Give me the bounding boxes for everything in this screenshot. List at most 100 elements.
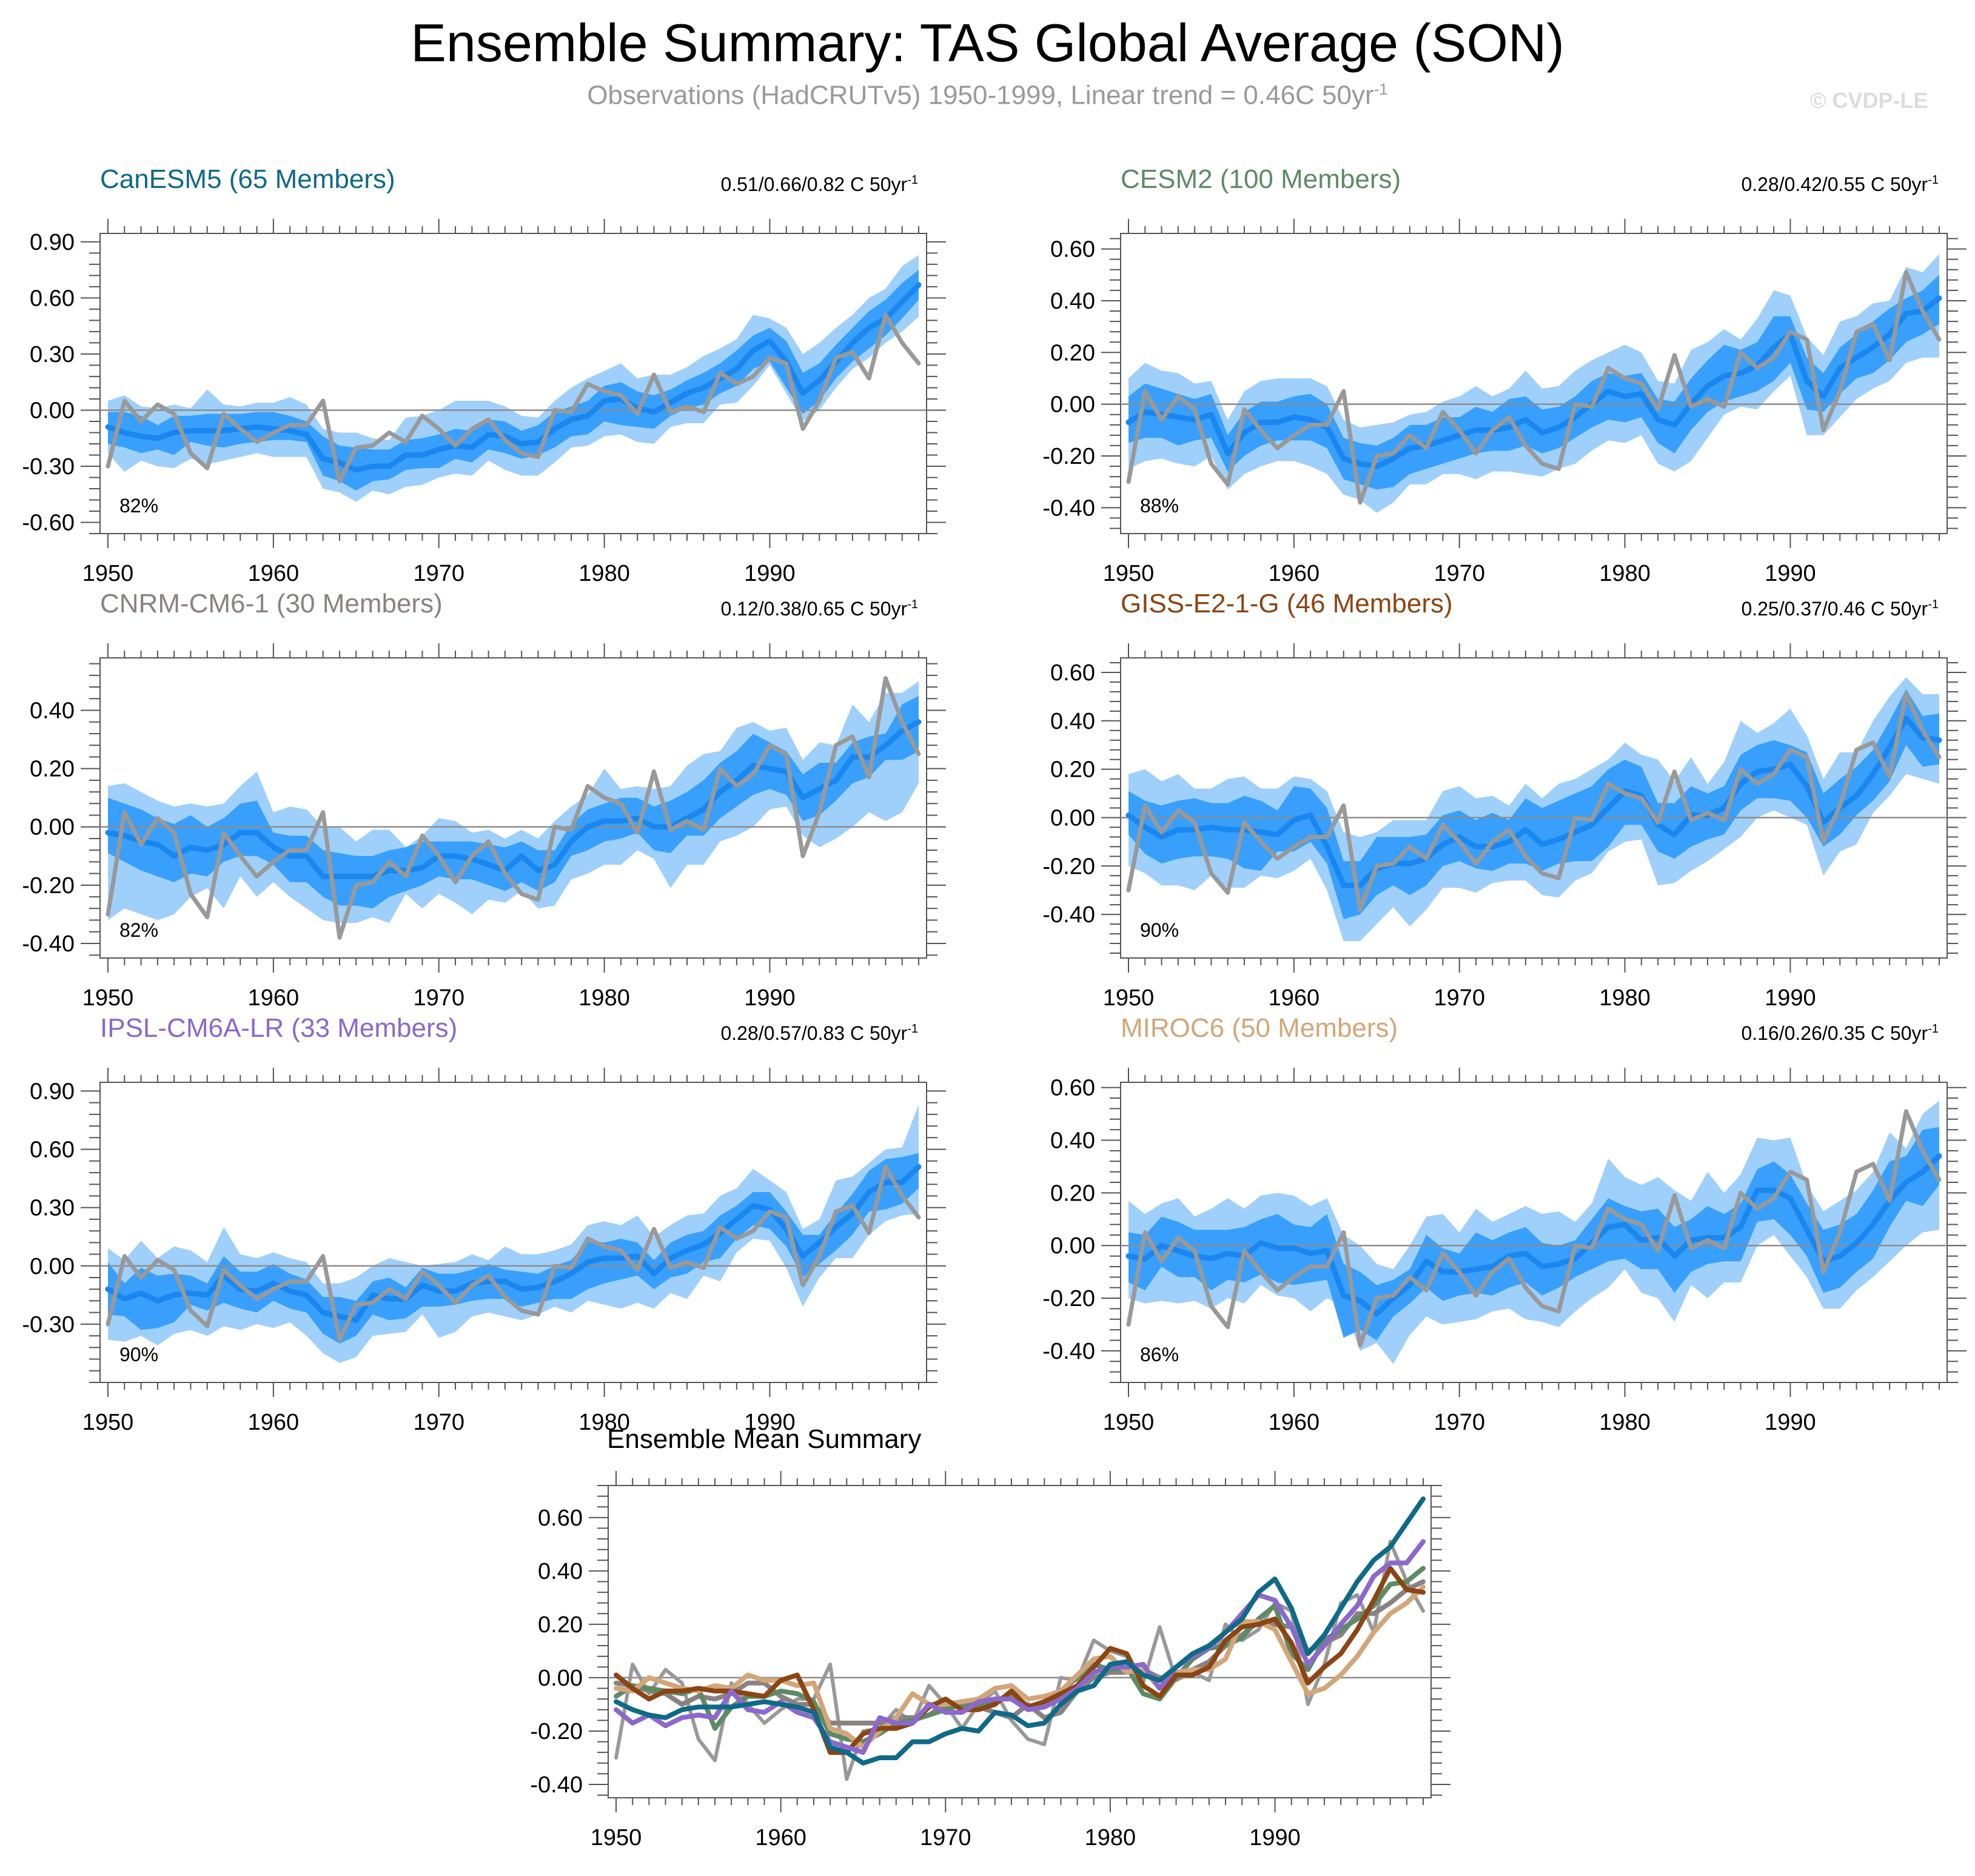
y-tick-label: 0.20 [30, 757, 75, 782]
y-tick-label: 0.00 [30, 398, 75, 423]
y-tick-label: -0.40 [22, 931, 75, 957]
panel-title: Ensemble Mean Summary [607, 1424, 921, 1454]
x-tick-label: 1960 [1269, 561, 1320, 586]
observations-line [106, 312, 921, 484]
x-tick-label: 1970 [1433, 1410, 1485, 1435]
y-tick-label: 0.00 [1050, 1233, 1095, 1259]
y-tick-label: 0.20 [538, 1612, 583, 1638]
x-tick-label: 1950 [82, 561, 134, 586]
observations-line [1126, 692, 1942, 912]
x-tick-label: 1950 [1103, 1410, 1155, 1435]
x-tick-label: 1970 [413, 1410, 464, 1435]
x-tick-label: 1990 [744, 561, 796, 586]
y-tick-label: 0.00 [1050, 392, 1095, 418]
observations-line [614, 1539, 1425, 1781]
percent-within-spread: 88% [1140, 495, 1179, 517]
y-tick-label: 0.00 [1050, 805, 1095, 831]
y-tick-label: 0.60 [30, 1137, 75, 1163]
trend-superscript: -1 [1928, 598, 1939, 611]
percent-within-spread: 90% [1140, 919, 1179, 941]
trend-superscript: -1 [1928, 1022, 1939, 1036]
observations-line [106, 676, 921, 940]
x-tick-label: 1970 [413, 985, 464, 1011]
y-tick-label: 0.20 [1050, 757, 1095, 783]
y-tick-label: 0.30 [30, 1196, 75, 1221]
y-tick-label: -0.40 [1042, 1339, 1095, 1364]
x-tick-label: 1990 [1765, 561, 1816, 586]
y-tick-label: 0.40 [1050, 1128, 1095, 1154]
y-tick-label: 0.20 [1050, 340, 1095, 366]
y-tick-label: -0.40 [1042, 495, 1095, 521]
percent-within-spread: 90% [119, 1344, 158, 1365]
y-tick-label: -0.20 [1042, 854, 1095, 879]
copyright-watermark: © CVDP-LE [1810, 88, 1928, 113]
x-tick-label: 1960 [248, 985, 300, 1011]
percent-within-spread: 82% [119, 495, 158, 517]
y-tick-label: -0.20 [530, 1719, 583, 1744]
y-tick-label: -0.30 [22, 454, 75, 480]
x-tick-label: 1990 [744, 985, 796, 1011]
x-tick-label: 1990 [1249, 1825, 1301, 1851]
trend-text: 0.12/0.38/0.65 C 50yr [720, 598, 907, 620]
y-tick-label: 0.20 [1050, 1181, 1095, 1206]
y-tick-label: 0.00 [30, 815, 75, 840]
panel-giss-e2-1-g: -0.40 -0.20 0.00 0.20 0.40 0.60 1950 1960 1970 19… [1042, 589, 1967, 1011]
trend-label: 0.51/0.66/0.82 C 50yr-1 [720, 173, 918, 195]
trend-superscript: -1 [907, 598, 918, 611]
x-tick-label: 1990 [744, 1410, 796, 1435]
panel-title: CanESM5 (65 Members) [100, 164, 395, 194]
percent-within-spread: 82% [119, 919, 158, 941]
observations-line [1126, 1109, 1942, 1348]
x-tick-label: 1960 [248, 1410, 300, 1435]
y-tick-label: 0.90 [30, 1079, 75, 1104]
y-tick-label: 0.00 [538, 1666, 583, 1691]
panel-canesm5: -0.60 -0.30 0.00 0.30 0.60 0.90 1950 1960 1970 19… [22, 164, 946, 586]
y-tick-label: -0.20 [1042, 1286, 1095, 1312]
x-tick-label: 1980 [1085, 1825, 1136, 1851]
trend-superscript: -1 [907, 173, 918, 187]
panel-title: MIROC6 (50 Members) [1121, 1013, 1398, 1043]
y-tick-label: -0.20 [1042, 444, 1095, 469]
trend-label: 0.16/0.26/0.35 C 50yr-1 [1741, 1022, 1939, 1044]
y-tick-label: -0.60 [22, 510, 75, 535]
trend-text: 0.16/0.26/0.35 C 50yr [1741, 1022, 1928, 1044]
x-tick-label: 1990 [1765, 985, 1816, 1011]
x-tick-label: 1970 [1433, 561, 1485, 586]
x-tick-label: 1950 [82, 1410, 134, 1435]
ensemble-mean-line-miroc6 [614, 1584, 1426, 1750]
x-tick-label: 1960 [1269, 985, 1320, 1011]
panel-ensemble-mean-summary: -0.40 -0.20 0.00 0.20 0.40 0.60 1950 1960 1970 19… [530, 1424, 1450, 1851]
x-tick-label: 1970 [920, 1825, 971, 1851]
x-tick-label: 1960 [248, 561, 300, 586]
x-tick-label: 1950 [1103, 985, 1155, 1011]
x-tick-label: 1970 [413, 561, 464, 586]
trend-text: 0.28/0.57/0.83 C 50yr [720, 1022, 907, 1044]
y-tick-label: 0.60 [1050, 1076, 1095, 1101]
trend-text: 0.25/0.37/0.46 C 50yr [1741, 598, 1928, 620]
x-tick-label: 1950 [591, 1825, 642, 1851]
trend-label: 0.12/0.38/0.65 C 50yr-1 [720, 598, 918, 620]
ensemble-mean-line [1125, 715, 1942, 888]
trend-label: 0.25/0.37/0.46 C 50yr-1 [1741, 598, 1939, 620]
trend-label: 0.28/0.42/0.55 C 50yr-1 [1741, 173, 1939, 195]
panel-title: CESM2 (100 Members) [1121, 164, 1401, 194]
observations-line [106, 1164, 921, 1342]
y-tick-label: 0.00 [30, 1254, 75, 1279]
y-tick-label: -0.30 [22, 1312, 75, 1338]
ensemble-mean-line [1125, 1153, 1942, 1317]
panel-miroc6: -0.40 -0.20 0.00 0.20 0.40 0.60 1950 1960 1970 19… [1042, 1013, 1967, 1435]
y-tick-label: -0.40 [530, 1772, 583, 1798]
y-tick-label: 0.60 [538, 1506, 583, 1531]
figure-subtitle: Observations (HadCRUTv5) 1950-1999, Line… [0, 80, 1975, 111]
ensemble-mean-line-canesm5 [614, 1496, 1426, 1766]
inner-spread-band [1128, 1127, 1939, 1341]
subtitle-superscript: -1 [1373, 80, 1388, 98]
panel-cnrm-cm6-1: -0.40 -0.20 0.00 0.20 0.40 1950 1960 1970 1980 19… [22, 589, 946, 1011]
ensemble-mean-line [1125, 295, 1942, 469]
y-tick-label: 0.60 [1050, 660, 1095, 686]
trend-text: 0.51/0.66/0.82 C 50yr [720, 173, 907, 195]
panel-title: GISS-E2-1-G (46 Members) [1121, 589, 1453, 618]
y-tick-label: 0.90 [30, 230, 75, 255]
y-tick-label: 0.40 [1050, 709, 1095, 734]
x-tick-label: 1980 [578, 1410, 630, 1435]
